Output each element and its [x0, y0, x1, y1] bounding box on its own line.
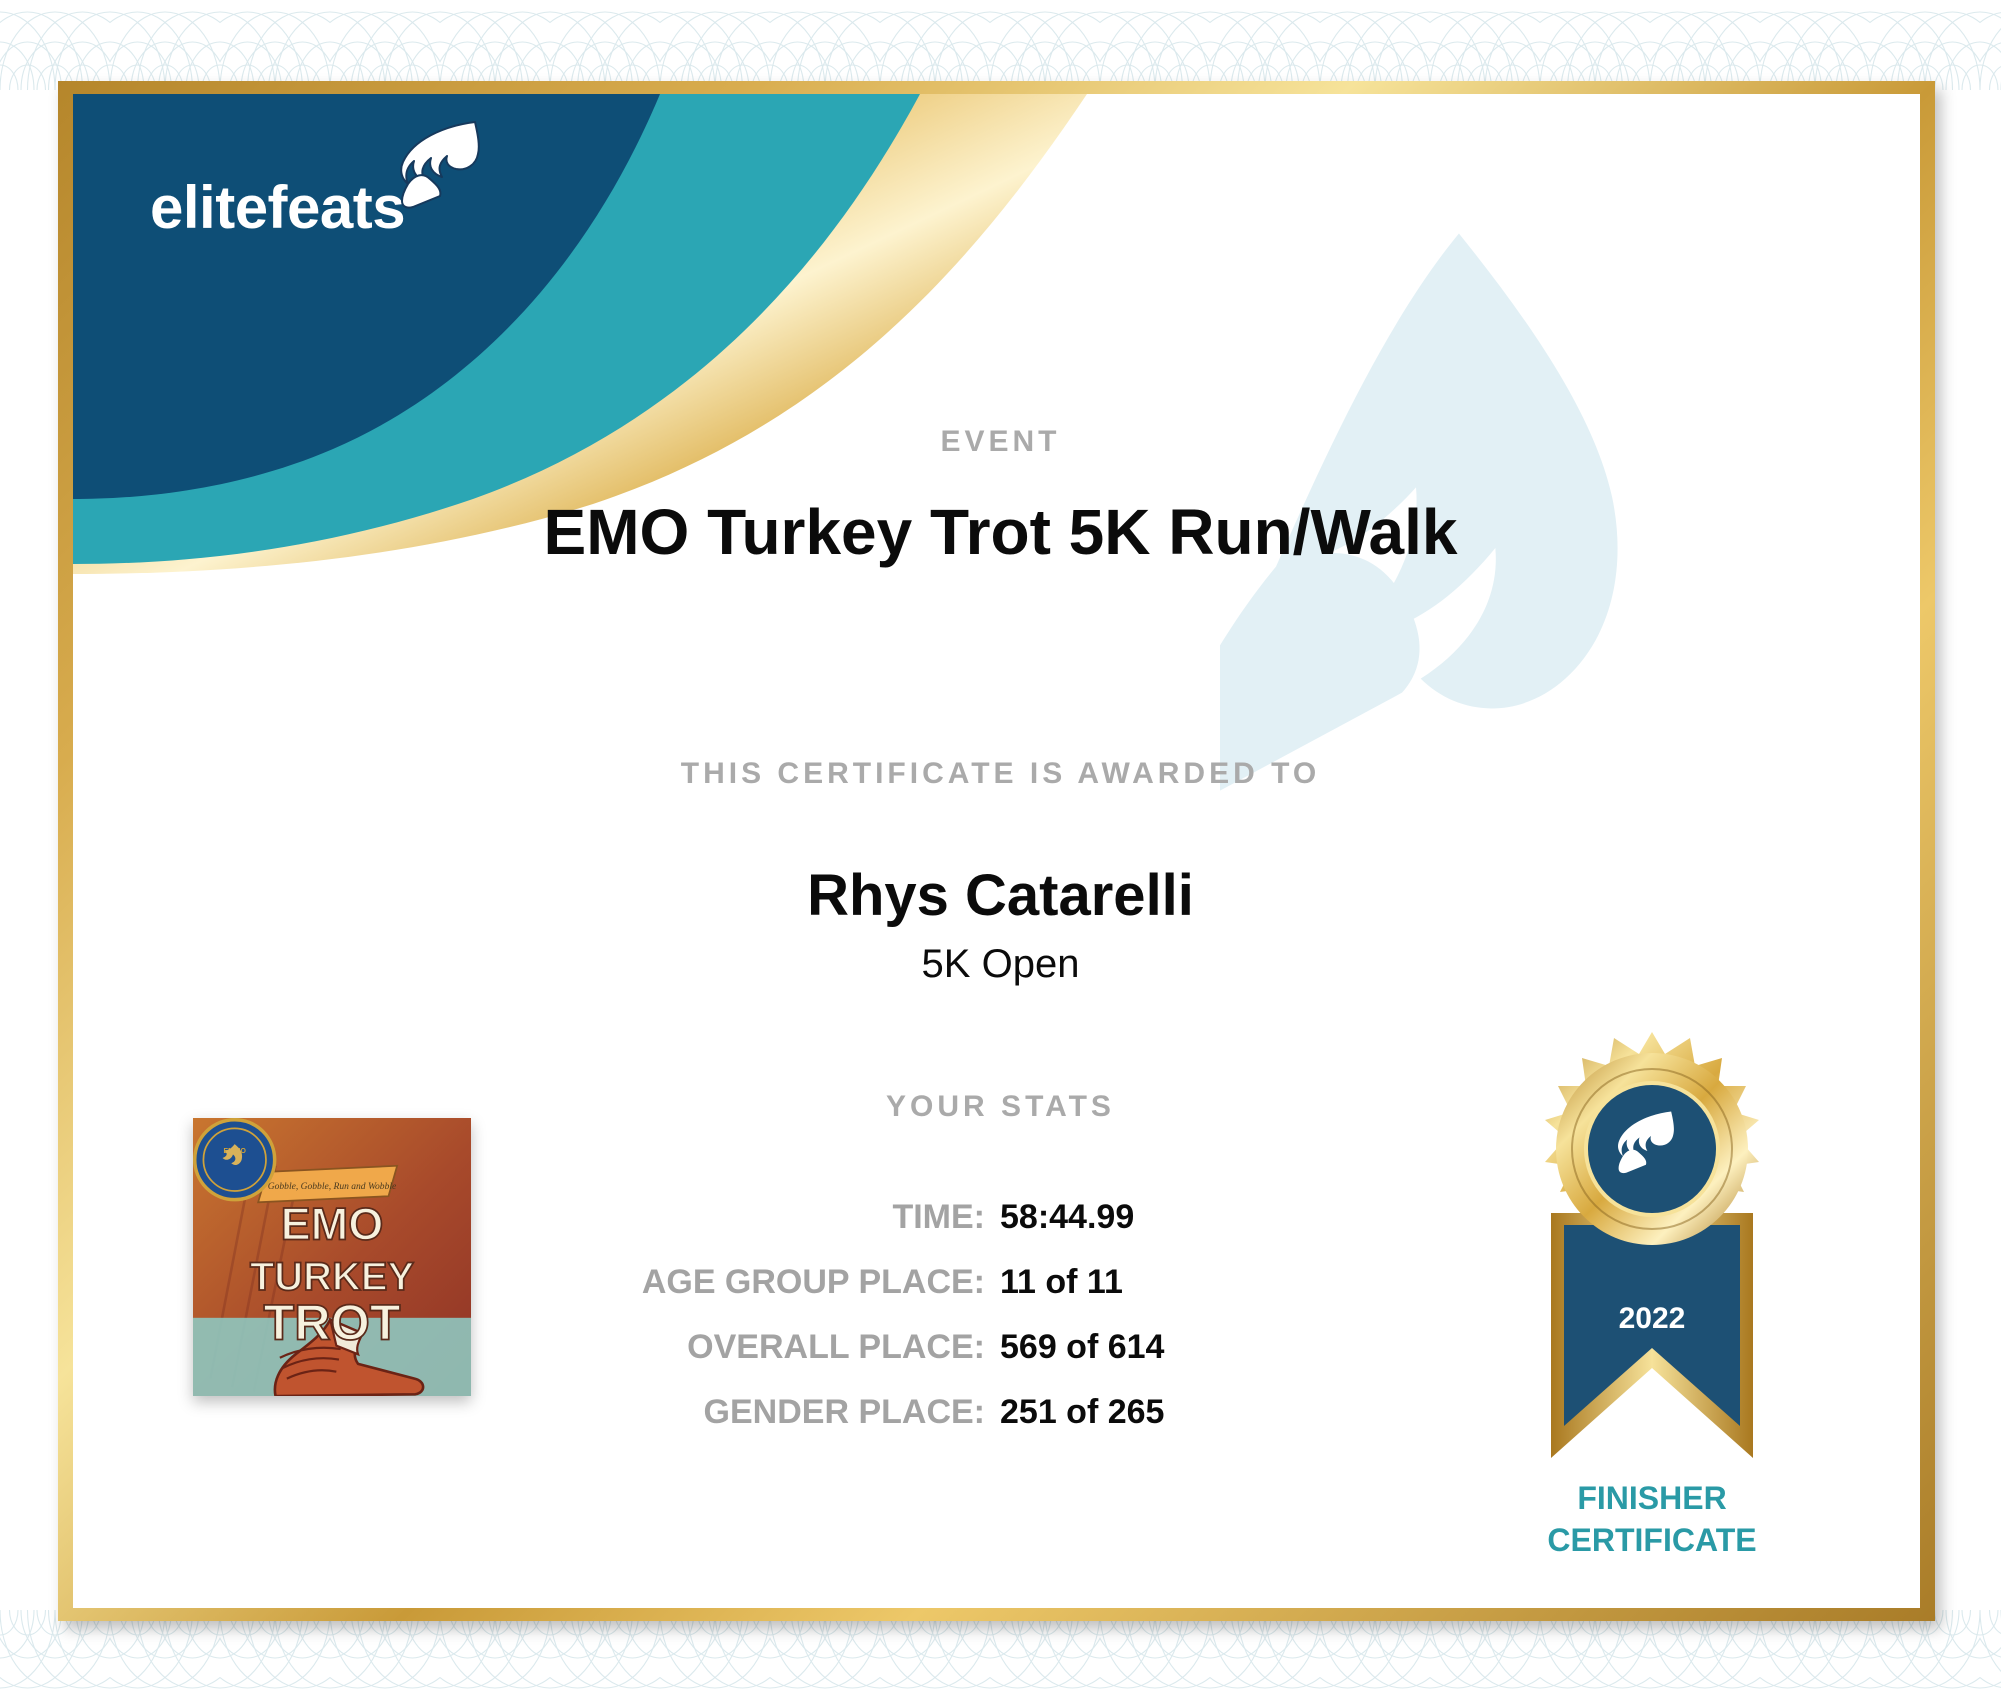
svg-text:Gobble, Gobble, Run and Wobble: Gobble, Gobble, Run and Wobble [268, 1181, 397, 1192]
svg-text:2022: 2022 [1619, 1302, 1686, 1335]
svg-text:elitefeats: elitefeats [150, 174, 405, 241]
